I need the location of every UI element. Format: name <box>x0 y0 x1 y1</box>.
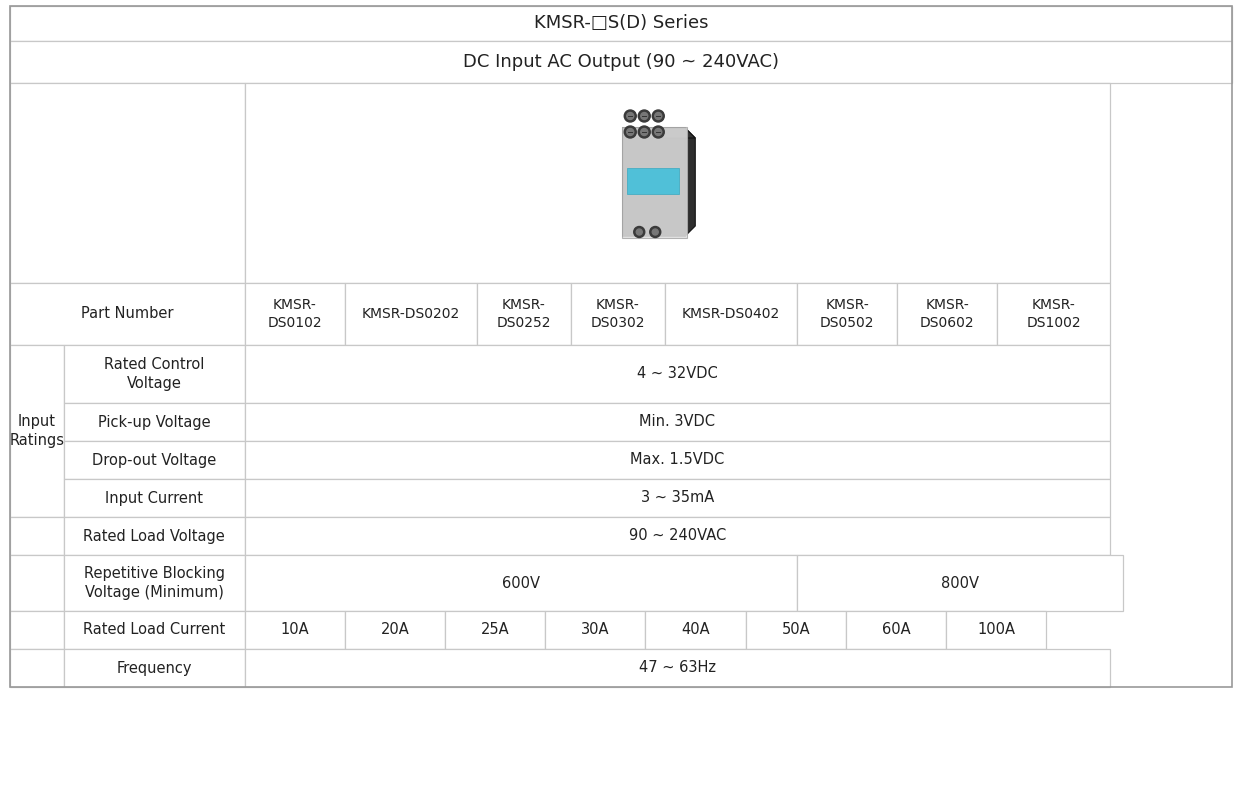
Text: 60A: 60A <box>882 623 910 638</box>
Text: Rated Load Voltage: Rated Load Voltage <box>83 529 225 544</box>
FancyBboxPatch shape <box>245 283 345 345</box>
Text: 47 ~ 63Hz: 47 ~ 63Hz <box>638 660 715 675</box>
Text: 25A: 25A <box>481 623 509 638</box>
FancyBboxPatch shape <box>646 611 745 649</box>
Text: KMSR-
DS0502: KMSR- DS0502 <box>820 298 874 330</box>
Circle shape <box>655 129 662 136</box>
Text: Rated Load Current: Rated Load Current <box>83 623 225 638</box>
Polygon shape <box>686 128 696 236</box>
Circle shape <box>638 126 651 138</box>
FancyBboxPatch shape <box>245 403 1110 441</box>
FancyBboxPatch shape <box>10 41 1232 83</box>
FancyBboxPatch shape <box>622 126 687 238</box>
Text: Repetitive Blocking
Voltage (Minimum): Repetitive Blocking Voltage (Minimum) <box>83 566 225 600</box>
Text: Min. 3VDC: Min. 3VDC <box>640 415 715 430</box>
Circle shape <box>655 112 662 119</box>
FancyBboxPatch shape <box>571 283 664 345</box>
Text: 20A: 20A <box>380 623 410 638</box>
Text: DC Input AC Output (90 ~ 240VAC): DC Input AC Output (90 ~ 240VAC) <box>463 53 779 71</box>
Text: 100A: 100A <box>977 623 1015 638</box>
FancyBboxPatch shape <box>745 611 846 649</box>
Circle shape <box>625 110 636 122</box>
Circle shape <box>641 129 648 136</box>
FancyBboxPatch shape <box>664 283 797 345</box>
Circle shape <box>633 227 645 238</box>
FancyBboxPatch shape <box>10 345 63 517</box>
Text: 600V: 600V <box>502 575 540 590</box>
FancyBboxPatch shape <box>10 83 245 283</box>
Circle shape <box>652 110 664 122</box>
Circle shape <box>638 110 651 122</box>
FancyBboxPatch shape <box>245 517 1110 555</box>
FancyBboxPatch shape <box>245 441 1110 479</box>
FancyBboxPatch shape <box>245 345 1110 403</box>
FancyBboxPatch shape <box>245 83 1110 283</box>
FancyBboxPatch shape <box>477 283 571 345</box>
FancyBboxPatch shape <box>623 128 686 236</box>
FancyBboxPatch shape <box>545 611 646 649</box>
FancyBboxPatch shape <box>245 479 1110 517</box>
Text: Frequency: Frequency <box>117 660 193 675</box>
FancyBboxPatch shape <box>10 555 63 611</box>
Text: 90 ~ 240VAC: 90 ~ 240VAC <box>628 529 725 544</box>
Circle shape <box>627 112 633 119</box>
FancyBboxPatch shape <box>627 168 679 194</box>
FancyBboxPatch shape <box>63 649 245 687</box>
FancyBboxPatch shape <box>345 611 445 649</box>
FancyBboxPatch shape <box>10 6 1232 41</box>
FancyBboxPatch shape <box>10 517 63 555</box>
Circle shape <box>650 227 661 238</box>
Circle shape <box>625 126 636 138</box>
FancyBboxPatch shape <box>63 345 245 403</box>
Circle shape <box>636 229 642 235</box>
Text: 4 ~ 32VDC: 4 ~ 32VDC <box>637 367 718 382</box>
Text: KMSR-
DS0252: KMSR- DS0252 <box>497 298 551 330</box>
FancyBboxPatch shape <box>345 283 477 345</box>
Text: KMSR-
DS0302: KMSR- DS0302 <box>591 298 645 330</box>
FancyBboxPatch shape <box>10 283 245 345</box>
Text: Rated Control
Voltage: Rated Control Voltage <box>104 357 205 391</box>
FancyBboxPatch shape <box>797 555 1123 611</box>
FancyBboxPatch shape <box>846 611 946 649</box>
FancyBboxPatch shape <box>797 283 897 345</box>
FancyBboxPatch shape <box>63 479 245 517</box>
FancyBboxPatch shape <box>63 517 245 555</box>
Text: 40A: 40A <box>681 623 710 638</box>
FancyBboxPatch shape <box>946 611 1046 649</box>
FancyBboxPatch shape <box>445 611 545 649</box>
Text: KMSR-
DS1002: KMSR- DS1002 <box>1026 298 1081 330</box>
FancyBboxPatch shape <box>10 649 63 687</box>
FancyBboxPatch shape <box>63 403 245 441</box>
Text: KMSR-DS0402: KMSR-DS0402 <box>682 307 780 321</box>
Circle shape <box>652 126 664 138</box>
FancyBboxPatch shape <box>10 611 63 649</box>
Text: Part Number: Part Number <box>81 307 174 322</box>
Text: Max. 1.5VDC: Max. 1.5VDC <box>630 453 724 468</box>
Text: KMSR-
DS0102: KMSR- DS0102 <box>267 298 322 330</box>
FancyBboxPatch shape <box>63 441 245 479</box>
FancyBboxPatch shape <box>245 649 1110 687</box>
Text: KMSR-DS0202: KMSR-DS0202 <box>361 307 460 321</box>
FancyBboxPatch shape <box>997 283 1110 345</box>
FancyBboxPatch shape <box>245 611 345 649</box>
FancyBboxPatch shape <box>245 555 797 611</box>
Text: KMSR-
DS0602: KMSR- DS0602 <box>920 298 975 330</box>
Text: 10A: 10A <box>281 623 309 638</box>
FancyBboxPatch shape <box>897 283 997 345</box>
Text: 30A: 30A <box>581 623 610 638</box>
Text: 3 ~ 35mA: 3 ~ 35mA <box>641 491 714 506</box>
Text: Input
Ratings: Input Ratings <box>10 414 65 448</box>
FancyBboxPatch shape <box>63 555 245 611</box>
Circle shape <box>641 112 648 119</box>
Circle shape <box>627 129 633 136</box>
Text: Input Current: Input Current <box>106 491 204 506</box>
Text: 50A: 50A <box>781 623 810 638</box>
Text: KMSR-□S(D) Series: KMSR-□S(D) Series <box>534 14 708 32</box>
Text: 800V: 800V <box>941 575 979 590</box>
Circle shape <box>652 229 658 235</box>
Polygon shape <box>623 128 696 138</box>
FancyBboxPatch shape <box>63 611 245 649</box>
Text: Pick-up Voltage: Pick-up Voltage <box>98 415 210 430</box>
Text: Drop-out Voltage: Drop-out Voltage <box>92 453 216 468</box>
